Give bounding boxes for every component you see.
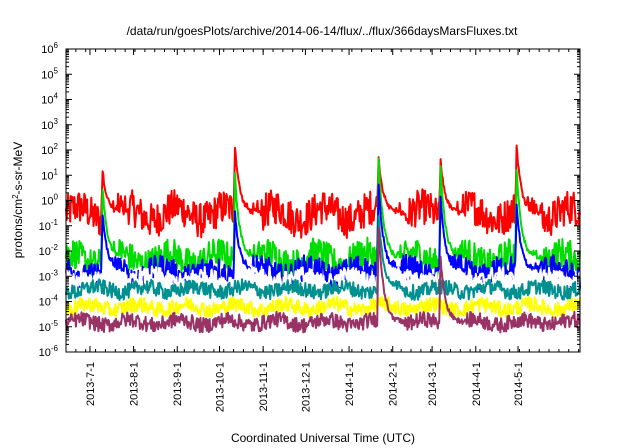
y-tick-exp: 3	[54, 117, 59, 126]
series-layer	[65, 144, 581, 334]
y-tick-label: 102	[41, 142, 58, 157]
y-axis-label: protons/cm2-s-sr-MeV	[11, 142, 26, 258]
y-tick-label: 10-6	[39, 344, 59, 359]
series-line	[65, 215, 581, 301]
y-tick-base: 10	[41, 170, 53, 182]
y-tick-base: 10	[39, 271, 51, 283]
y-tick-base: 10	[39, 322, 51, 334]
y-tick-label: 10-5	[39, 319, 59, 334]
y-tick-exp: 4	[54, 92, 59, 101]
y-tick-label: 100	[41, 193, 58, 208]
series-line	[65, 226, 581, 334]
y-tick-base: 10	[39, 297, 51, 309]
y-tick-base: 10	[41, 69, 53, 81]
y-tick-exp: 2	[54, 142, 59, 151]
y-axis: 10-610-510-410-310-210-11001011021031041…	[39, 41, 580, 359]
series-line	[65, 144, 581, 239]
y-tick-exp: -3	[51, 268, 59, 277]
y-tick-label: 106	[41, 41, 58, 56]
x-tick-label: 2013-11-1	[258, 362, 270, 411]
y-tick-label: 104	[41, 92, 58, 107]
x-tick-label: 2013-7-1	[85, 362, 97, 406]
x-tick-label: 2014-2-1	[388, 362, 400, 406]
x-tick-label: 2013-10-1	[214, 362, 226, 412]
y-tick-label: 103	[41, 117, 58, 132]
y-tick-base: 10	[39, 347, 51, 359]
chart-title: /data/run/goesPlots/archive/2014-06-14/f…	[127, 24, 519, 38]
y-tick-base: 10	[41, 44, 53, 56]
y-tick-label: 105	[41, 66, 58, 81]
series-line	[65, 295, 581, 319]
x-tick-label: 2013-12-1	[300, 362, 312, 412]
y-tick-exp: 5	[54, 66, 59, 75]
y-tick-label: 10-1	[39, 218, 59, 233]
y-tick-exp: 6	[54, 41, 59, 50]
y-tick-exp: 1	[54, 167, 59, 176]
y-tick-base: 10	[41, 196, 53, 208]
y-tick-exp: 0	[54, 193, 59, 202]
y-tick-label: 10-4	[39, 294, 59, 309]
x-axis-label: Coordinated Universal Time (UTC)	[231, 431, 415, 445]
y-axis-label-text: -s-sr-MeV	[11, 142, 25, 195]
series-line	[65, 265, 581, 292]
y-tick-exp: -1	[51, 218, 59, 227]
y-axis-label-text: protons/cm	[11, 199, 25, 258]
x-tick-label: 2014-3-1	[427, 362, 439, 406]
y-tick-base: 10	[39, 221, 51, 233]
y-tick-base: 10	[39, 246, 51, 258]
x-axis: 2013-7-1 2013-8-1 2013-9-1 2013-10-1 2013-11…	[75, 49, 580, 412]
y-tick-base: 10	[41, 95, 53, 107]
x-tick-label: 2014-1-1	[344, 362, 356, 406]
x-tick-label: 2014-5-1	[513, 362, 525, 406]
y-tick-exp: -4	[51, 294, 59, 303]
y-tick-base: 10	[41, 120, 53, 132]
y-tick-base: 10	[41, 145, 53, 157]
x-tick-label: 2013-8-1	[129, 362, 141, 406]
y-axis-label-sup: 2	[11, 194, 20, 199]
x-tick-label: 2014-4-1	[471, 362, 483, 406]
y-tick-exp: -5	[51, 319, 59, 328]
y-tick-label: 10-3	[39, 268, 59, 283]
y-tick-label: 101	[41, 167, 58, 182]
x-tick-label: 2013-9-1	[172, 362, 184, 406]
y-tick-exp: -6	[51, 344, 59, 353]
y-tick-label: 10-2	[39, 243, 59, 258]
y-tick-exp: -2	[51, 243, 59, 252]
